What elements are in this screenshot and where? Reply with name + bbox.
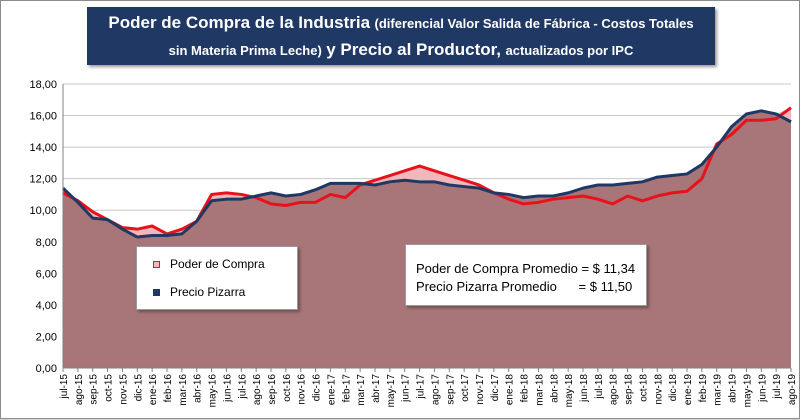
x-tick-label: ene-17 [326, 374, 337, 406]
x-tick-label: jul-18 [594, 374, 605, 400]
chart-title: Poder de Compra de la Industria (diferen… [87, 7, 715, 65]
x-tick-label: abr-19 [728, 374, 739, 403]
x-tick-label: jul-19 [772, 374, 783, 400]
x-tick-label: feb-19 [698, 374, 709, 403]
x-tick-label: jun-19 [757, 374, 768, 403]
x-tick-label: feb-18 [520, 374, 531, 403]
x-tick-label: sep-17 [445, 374, 456, 405]
y-tick-label: 6,00 [36, 268, 57, 280]
y-tick-label: 4,00 [36, 300, 57, 312]
x-tick-label: ago-18 [609, 374, 620, 406]
legend-label-precio: Precio Pizarra [170, 285, 246, 299]
x-tick-label: ago-19 [787, 374, 798, 406]
legend-item-poder: Poder de Compra [153, 257, 265, 271]
x-tick-label: sep-15 [89, 374, 100, 405]
x-tick-label: jun-17 [401, 374, 412, 403]
x-tick-label: mar-19 [713, 374, 724, 406]
x-tick-label: dic-16 [312, 374, 323, 402]
x-tick-label: may-17 [386, 374, 397, 408]
title-main-part2: y Precio al Productor, [326, 40, 502, 59]
chart-legend: Poder de Compra Precio Pizarra [136, 246, 298, 310]
x-tick-label: ago-17 [430, 374, 441, 406]
precio-area [63, 110, 791, 368]
y-tick-label: 18,00 [29, 79, 57, 91]
x-tick-label: ago-15 [74, 374, 85, 406]
y-tick-labels: 0,00 2,00 4,00 6,00 8,00 10,00 12,00 14,00 16,00… [29, 79, 57, 375]
series-line-precio [61, 109, 792, 239]
y-tick-label: 10,00 [29, 205, 57, 217]
x-tick-label: sep-16 [267, 374, 278, 405]
x-tick-label: sep-18 [624, 374, 635, 405]
series-line-poder [62, 106, 792, 236]
x-tick-label: ene-16 [148, 374, 159, 406]
x-tick-label: mar-16 [178, 374, 189, 406]
x-tick-label: jul-15 [59, 374, 70, 400]
x-tick-label: ene-18 [505, 374, 516, 406]
average-stats-box: Poder de Compra Promedio = $ 11,34 Preci… [405, 244, 647, 306]
legend-item-precio: Precio Pizarra [153, 285, 245, 299]
x-tick-label: oct-15 [104, 374, 115, 402]
x-tick-label: nov-18 [653, 374, 664, 405]
stat-precio-promedio: Precio Pizarra Promedio = $ 11,50 [416, 279, 633, 294]
y-tick-label: 0,00 [36, 363, 57, 375]
series-lines [61, 106, 792, 239]
x-tick-labels: jul-15 ago-15 sep-15 oct-15 nov-15 dic-15 ene-… [59, 374, 798, 408]
y-tick-label: 14,00 [29, 142, 57, 154]
x-tick-label: may-18 [564, 374, 575, 408]
legend-label-poder: Poder de Compra [170, 257, 265, 271]
x-tick-label: oct-17 [460, 374, 471, 402]
x-tick-label: nov-15 [118, 374, 129, 405]
title-main-part1: Poder de Compra de la Industria [108, 13, 371, 32]
legend-marker-precio [153, 288, 160, 296]
x-tick-label: jul-16 [237, 374, 248, 400]
title-paren-part2: sin Materia Prima Leche) [168, 43, 322, 58]
x-tick-label: mar-18 [534, 374, 545, 406]
x-tick-label: dic-17 [490, 374, 501, 402]
x-tick-label: mar-17 [356, 374, 367, 406]
x-tick-label: may-19 [742, 374, 753, 408]
x-tick-label: nov-16 [297, 374, 308, 405]
x-tick-label: ago-16 [252, 374, 263, 406]
title-suffix: actualizados por IPC [505, 43, 634, 58]
y-tick-label: 2,00 [36, 331, 57, 343]
x-tick-label: abr-18 [549, 374, 560, 403]
x-tick-label: jun-18 [579, 374, 590, 403]
y-tick-label: 16,00 [29, 111, 57, 123]
stat-poder-promedio: Poder de Compra Promedio = $ 11,34 [416, 261, 636, 276]
x-tick-label: may-16 [208, 374, 219, 408]
x-tick-label: oct-16 [282, 374, 293, 402]
x-tick-label: oct-18 [638, 374, 649, 402]
legend-marker-poder [153, 260, 160, 268]
x-tick-label: abr-17 [371, 374, 382, 403]
axes [62, 84, 792, 372]
x-tick-label: ene-19 [683, 374, 694, 406]
x-tick-label: dic-18 [668, 374, 679, 402]
y-tick-label: 12,00 [29, 174, 57, 186]
x-tick-label: jul-17 [416, 374, 427, 400]
x-tick-label: feb-16 [163, 374, 174, 403]
x-tick-label: nov-17 [475, 374, 486, 405]
x-tick-label: jun-16 [222, 374, 233, 403]
x-tick-label: feb-17 [341, 374, 352, 403]
x-tick-label: dic-15 [133, 374, 144, 402]
title-paren-part1: (diferencial Valor Salida de Fábrica - C… [374, 16, 694, 31]
y-tick-label: 8,00 [36, 237, 57, 249]
x-tick-label: abr-16 [193, 374, 204, 403]
